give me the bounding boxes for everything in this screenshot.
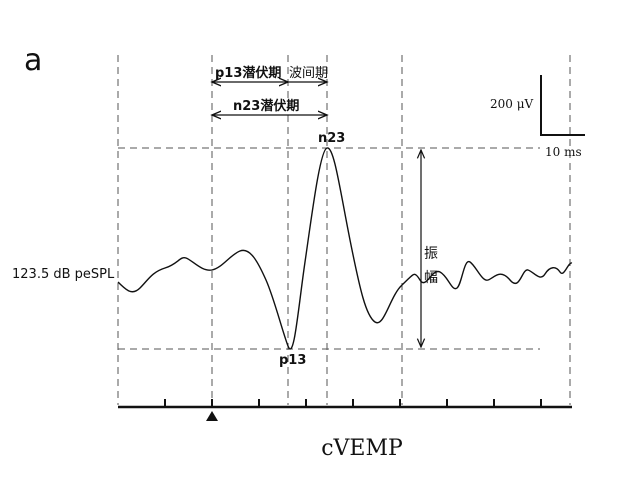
n23-latency-label: n23潜伏期 [233,98,299,114]
p13-latency-label: p13潜伏期 [215,65,281,81]
amplitude-label: 幅 [424,270,438,286]
waveform [117,147,573,350]
time-axis [118,399,572,421]
latency-brackets: p13潜伏期 波间期 n23潜伏期 [212,65,328,115]
stimulus-label: 123.5 dB peSPL [12,267,115,282]
amplitude-label: 振 [424,246,438,262]
n23-peak-label: n23 [318,131,345,146]
caption: cVEMP [321,436,403,461]
amplitude-scale: 200 μV [490,97,534,111]
scale-bar: 200 μV 10 ms [490,75,585,159]
time-scale: 10 ms [545,145,582,159]
interpeak-label: 波间期 [289,66,328,81]
p13-peak-label: p13 [279,353,306,368]
panel-label: a [24,43,42,78]
